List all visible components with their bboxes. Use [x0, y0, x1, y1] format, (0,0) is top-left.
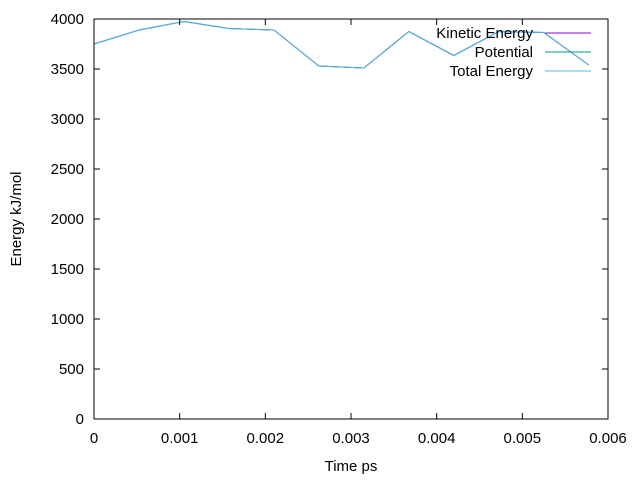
legend-label-2: Potential [475, 44, 533, 61]
x-tick-label: 0.006 [589, 430, 627, 447]
y-tick-label: 1500 [51, 261, 84, 278]
x-axis-label: Time ps [325, 458, 378, 475]
ticks-layer: 0 500 1000 1500 2000 2500 3000 3500 4000 0 0.001 0.… [51, 11, 627, 447]
legend-label-1: Kinetic Energy [436, 25, 533, 42]
y-tick-label: 4000 [51, 11, 84, 28]
x-tick-label: 0 [90, 430, 98, 447]
x-tick-label: 0.004 [418, 430, 456, 447]
x-tick-label: 0.002 [247, 430, 285, 447]
series-line-3 [93, 20, 590, 69]
x-tick-label: 0.001 [161, 430, 199, 447]
y-tick-label: 500 [59, 361, 84, 378]
legend: Kinetic Energy Potential Total Energy [436, 25, 591, 80]
y-tick-label: 1000 [51, 311, 84, 328]
plot-frame [93, 18, 609, 420]
y-axis-label: Energy kJ/mol [8, 171, 25, 266]
y-tick-label: 3000 [51, 111, 84, 128]
x-tick-label: 0.003 [332, 430, 370, 447]
y-tick-label: 2500 [51, 161, 84, 178]
y-tick-label: 2000 [51, 211, 84, 228]
y-tick-label: 3500 [51, 61, 84, 78]
x-tick-label: 0.005 [504, 430, 542, 447]
series-layer [93, 20, 590, 69]
legend-label-3: Total Energy [450, 63, 534, 80]
y-tick-label: 0 [76, 411, 84, 428]
